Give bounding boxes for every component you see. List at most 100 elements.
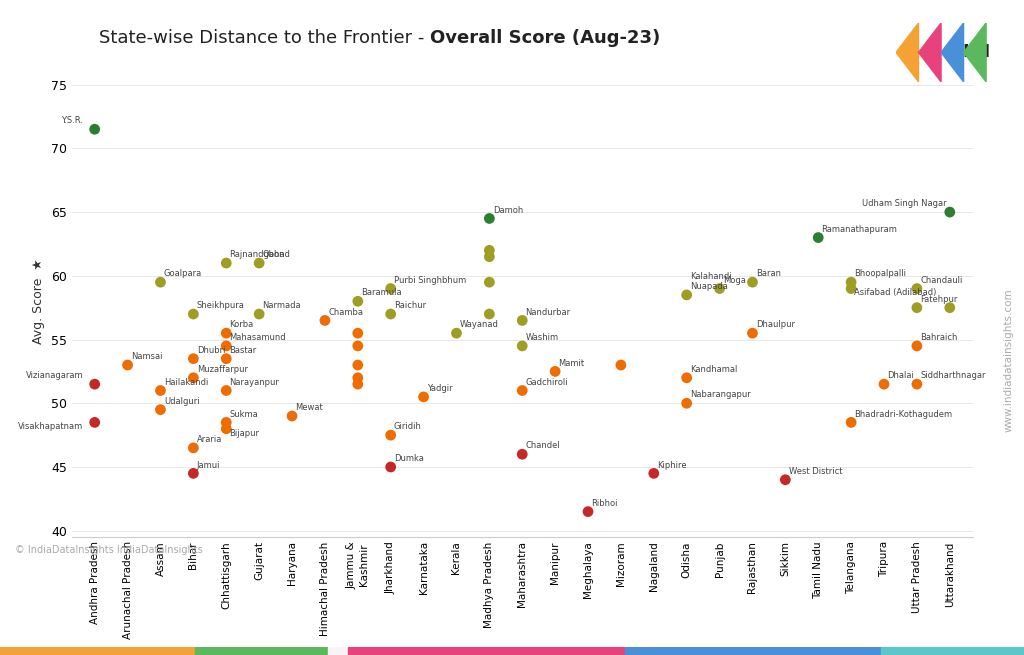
Text: Chandauli: Chandauli — [921, 276, 963, 285]
Point — [481, 277, 498, 288]
Point — [449, 328, 465, 339]
Point — [349, 379, 366, 389]
Text: Udalguri: Udalguri — [164, 397, 200, 406]
Polygon shape — [941, 23, 964, 82]
Text: Dhaulpur: Dhaulpur — [756, 320, 795, 329]
Point — [514, 449, 530, 460]
Text: Sheikhpura: Sheikhpura — [197, 301, 245, 310]
Text: © IndiaDataInsights IndiaDataInsights: © IndiaDataInsights IndiaDataInsights — [15, 546, 203, 555]
Point — [514, 315, 530, 326]
Text: Kiphire: Kiphire — [657, 460, 687, 470]
Text: Muzaffarpur: Muzaffarpur — [197, 365, 248, 374]
Point — [580, 506, 596, 517]
Polygon shape — [919, 23, 941, 82]
Bar — [625, 647, 881, 655]
Text: Baramula: Baramula — [361, 288, 401, 297]
Text: Namsai: Namsai — [131, 352, 163, 361]
Point — [481, 252, 498, 262]
Point — [86, 417, 102, 428]
Text: Mahasamund: Mahasamund — [229, 333, 286, 342]
Point — [185, 373, 202, 383]
Text: Y.S.R.: Y.S.R. — [61, 117, 83, 125]
Point — [383, 284, 399, 294]
Point — [251, 309, 267, 319]
Text: Fatehpur: Fatehpur — [921, 295, 957, 304]
Text: Hailakandi: Hailakandi — [164, 378, 208, 386]
Text: Jamui: Jamui — [197, 460, 220, 470]
Point — [481, 309, 498, 319]
Text: Dhubri: Dhubri — [197, 346, 225, 355]
Point — [349, 328, 366, 339]
Point — [843, 284, 859, 294]
Point — [218, 385, 234, 396]
Point — [383, 462, 399, 472]
Point — [810, 233, 826, 243]
Point — [218, 341, 234, 351]
Text: www.indiadatainsights.com: www.indiadatainsights.com — [1004, 288, 1014, 432]
Text: Vizianagaram: Vizianagaram — [26, 371, 83, 381]
Point — [744, 277, 761, 288]
Text: Overall Score (Aug-23): Overall Score (Aug-23) — [430, 29, 660, 47]
Point — [218, 328, 234, 339]
Text: Mamit: Mamit — [558, 358, 585, 367]
Text: Chandel: Chandel — [525, 441, 560, 451]
Point — [908, 341, 925, 351]
Point — [86, 379, 102, 389]
Text: Moga: Moga — [723, 276, 745, 285]
Point — [218, 424, 234, 434]
Text: Giridih: Giridih — [394, 422, 422, 431]
Text: West District: West District — [788, 467, 842, 476]
Text: Udham Singh Nagar: Udham Singh Nagar — [862, 199, 946, 208]
Text: Visakhapatnam: Visakhapatnam — [18, 422, 83, 431]
Bar — [881, 647, 1024, 655]
Point — [547, 366, 563, 377]
Point — [908, 303, 925, 313]
Bar — [0, 647, 195, 655]
Point — [153, 385, 169, 396]
Text: Goalpara: Goalpara — [164, 269, 202, 278]
Point — [876, 379, 892, 389]
Text: Narayanpur: Narayanpur — [229, 378, 280, 386]
Point — [843, 417, 859, 428]
Point — [712, 284, 728, 294]
Bar — [348, 647, 625, 655]
Text: Kalahandi
Nuapada: Kalahandi Nuapada — [690, 272, 731, 291]
Point — [679, 290, 695, 300]
Point — [777, 474, 794, 485]
Point — [349, 341, 366, 351]
Point — [185, 309, 202, 319]
Text: Purbi Singhbhum: Purbi Singhbhum — [394, 276, 466, 285]
Y-axis label: Avg. Score  ★: Avg. Score ★ — [33, 259, 45, 344]
Text: Raichur: Raichur — [394, 301, 426, 310]
Polygon shape — [896, 23, 919, 82]
Point — [416, 392, 432, 402]
Text: Sukma: Sukma — [229, 409, 258, 419]
Point — [908, 284, 925, 294]
Text: Korba: Korba — [229, 320, 254, 329]
Text: Siddharthnagar: Siddharthnagar — [921, 371, 986, 381]
Text: Chamba: Chamba — [329, 308, 364, 316]
Text: Ramanathapuram: Ramanathapuram — [821, 225, 897, 234]
Polygon shape — [964, 23, 986, 82]
Text: Kandhamal: Kandhamal — [690, 365, 737, 374]
Point — [153, 404, 169, 415]
Point — [679, 398, 695, 409]
Point — [514, 385, 530, 396]
Text: IDI: IDI — [962, 43, 990, 62]
Text: Washim: Washim — [525, 333, 559, 342]
Text: Narmada: Narmada — [262, 301, 301, 310]
Text: Bhoopalpalli: Bhoopalpalli — [854, 269, 906, 278]
Bar — [328, 647, 348, 655]
Text: Dhalai: Dhalai — [887, 371, 914, 381]
Text: Wayanad: Wayanad — [460, 320, 499, 329]
Text: Dumka: Dumka — [394, 454, 424, 463]
Text: Bastar: Bastar — [229, 346, 257, 355]
Text: Obhad: Obhad — [262, 250, 290, 259]
Text: Rajnandgaon: Rajnandgaon — [229, 250, 285, 259]
Point — [185, 443, 202, 453]
Bar — [195, 647, 328, 655]
Point — [612, 360, 629, 370]
Point — [942, 303, 958, 313]
Point — [843, 277, 859, 288]
Text: Mewat: Mewat — [295, 403, 323, 412]
